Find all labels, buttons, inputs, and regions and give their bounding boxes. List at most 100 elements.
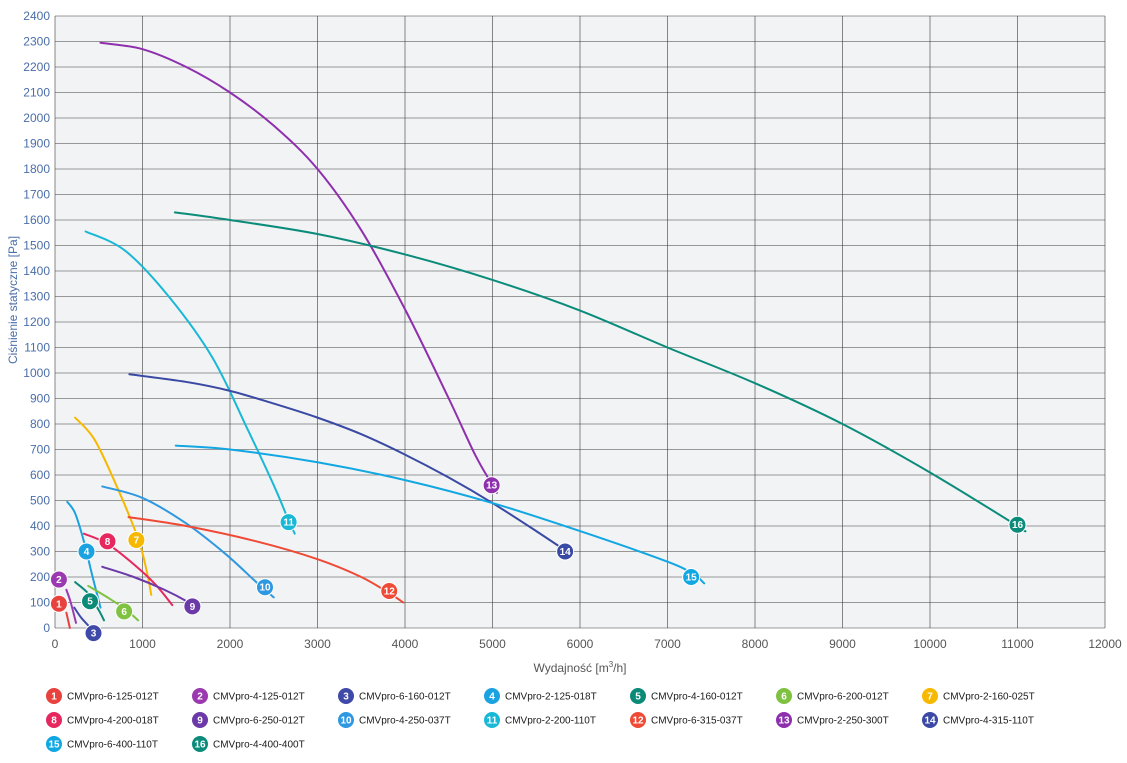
x-tick-label: 10000 [913, 637, 947, 651]
legend-item-9: 9 CMVpro-6-250-012T [192, 712, 305, 728]
legend-item-12: 12 CMVpro-6-315-037T [630, 712, 743, 728]
y-tick-label: 600 [30, 468, 50, 482]
series-marker-dot [127, 531, 146, 550]
series-marker-dot [115, 602, 134, 621]
y-tick-label: 1400 [23, 264, 50, 278]
x-tick-label: 3000 [304, 637, 331, 651]
x-tick-label: 1000 [129, 637, 156, 651]
legend-label: CMVpro-2-160-025T [943, 692, 1035, 703]
series-marker-number: 2 [56, 575, 62, 586]
y-axis-title: Ciśnienie statyczne [Pa] [6, 236, 20, 364]
series-marker-number: 9 [190, 602, 196, 613]
legend-number: 12 [632, 716, 644, 727]
legend-number: 2 [197, 692, 203, 703]
series-marker-13: 13 [482, 476, 501, 495]
x-tick-label: 9000 [829, 637, 856, 651]
legend-swatch [192, 688, 208, 704]
series-marker-10: 10 [256, 578, 274, 597]
legend-swatch [776, 688, 792, 704]
legend-item-8: 8 CMVpro-4-200-018T [46, 712, 159, 728]
legend-swatch [922, 712, 938, 728]
y-tick-label: 200 [30, 570, 50, 584]
y-tick-label: 800 [30, 417, 50, 431]
series-marker-15: 15 [682, 568, 701, 586]
series-marker-9: 9 [183, 597, 202, 616]
series-marker-number: 8 [105, 537, 111, 548]
series-marker-number: 3 [91, 629, 97, 640]
series-marker-dot [98, 532, 117, 551]
x-tick-labels: 0 1000 2000 3000 4000 5000 6000 7000 8000 9000 100… [52, 637, 1122, 651]
legend-label: CMVpro-6-315-037T [651, 716, 743, 727]
series-marker-14: 14 [556, 542, 575, 561]
series-line-15 [174, 444, 706, 585]
y-tick-label: 1200 [23, 315, 50, 329]
series-marker-dot [183, 597, 202, 616]
series-marker-number: 12 [384, 587, 396, 598]
y-tick-label: 1000 [23, 366, 50, 380]
y-tick-label: 500 [30, 494, 50, 508]
legend-number: 6 [781, 692, 787, 703]
y-tick-label: 400 [30, 519, 50, 533]
legend-item-1: 1 CMVpro-6-125-012T [46, 688, 159, 704]
series-marker-dot [81, 592, 99, 611]
series-line-16 [173, 211, 1027, 533]
series-marker-8: 8 [98, 532, 117, 551]
legend-label: CMVpro-6-160-012T [359, 692, 451, 703]
y-tick-label: 100 [30, 596, 50, 610]
series-marker-dot [482, 476, 501, 495]
series-marker-7: 7 [127, 531, 146, 550]
x-tick-label: 5000 [479, 637, 506, 651]
y-tick-label: 1700 [23, 188, 50, 202]
legend: 1 CMVpro-6-125-012T 2 CMVpro-4-125-012T 3 CMV… [46, 688, 1035, 752]
series-marker-number: 16 [1012, 520, 1024, 531]
legend-item-16: 16 CMVpro-4-400-400T [192, 736, 305, 752]
x-tick-label: 0 [52, 637, 59, 651]
y-tick-label: 2000 [23, 111, 50, 125]
series-marker-1: 1 [49, 594, 68, 613]
x-tick-label: 8000 [742, 637, 769, 651]
series-marker-12: 12 [380, 582, 399, 601]
y-tick-label: 1900 [23, 137, 50, 151]
series-line-1 [65, 611, 71, 629]
series-marker-dot [77, 542, 96, 561]
legend-number: 11 [487, 716, 498, 727]
legend-item-15: 15 CMVpro-6-400-110T [46, 736, 158, 752]
legend-number: 15 [48, 740, 60, 751]
series-marker-number: 5 [87, 597, 93, 608]
series-line-7 [74, 416, 153, 596]
series-marker-5: 5 [81, 592, 99, 611]
series-marker-dot [49, 594, 68, 613]
y-tick-labels: 0 100 200 300 400 500 600 700 800 900 1000 1100 1200… [23, 9, 50, 635]
legend-label: CMVpro-2-250-300T [797, 716, 889, 727]
legend-label: CMVpro-6-200-012T [797, 692, 889, 703]
legend-label: CMVpro-4-250-037T [359, 716, 451, 727]
series-curves [65, 41, 1027, 629]
x-tick-label: 7000 [654, 637, 681, 651]
legend-number: 5 [635, 692, 641, 703]
series-line-13 [99, 41, 498, 494]
legend-number: 10 [340, 716, 352, 727]
legend-number: 14 [924, 716, 936, 727]
legend-swatch [192, 712, 208, 728]
legend-swatch [46, 736, 62, 752]
series-marker-11: 11 [279, 513, 298, 532]
legend-label: CMVpro-4-400-400T [213, 740, 305, 751]
legend-swatch [46, 712, 62, 728]
series-marker-6: 6 [115, 602, 134, 621]
series-marker-dot [380, 582, 399, 601]
series-line-14 [128, 373, 568, 553]
series-marker-dot [49, 570, 68, 589]
legend-item-2: 2 CMVpro-4-125-012T [192, 688, 305, 704]
y-tick-label: 2200 [23, 60, 50, 74]
y-tick-label: 1600 [23, 213, 50, 227]
legend-item-7: 7 CMVpro-2-160-025T [922, 688, 1035, 704]
legend-item-11: 11 CMVpro-2-200-110T [484, 712, 596, 728]
legend-swatch [192, 736, 208, 752]
legend-item-10: 10 CMVpro-4-250-037T [338, 712, 451, 728]
y-tick-label: 1800 [23, 162, 50, 176]
series-marker-dot [682, 568, 701, 586]
x-tick-label: 2000 [217, 637, 244, 651]
legend-item-4: 4 CMVpro-2-125-018T [484, 688, 597, 704]
